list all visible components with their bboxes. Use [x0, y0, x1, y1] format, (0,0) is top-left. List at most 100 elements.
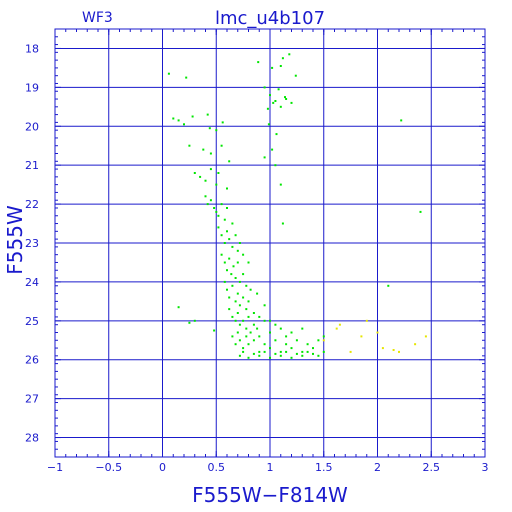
data-point	[167, 72, 170, 75]
data-point	[221, 121, 224, 124]
data-point	[335, 327, 338, 330]
x-tick-label: 3	[482, 461, 489, 474]
data-point	[209, 152, 212, 155]
x-tick-label: 0	[159, 461, 166, 474]
data-point	[281, 57, 284, 60]
data-point	[317, 339, 320, 342]
data-point	[398, 350, 400, 353]
data-point	[234, 277, 237, 279]
data-point	[236, 312, 239, 314]
x-tick-label: −0.5	[95, 461, 122, 474]
data-point	[266, 107, 269, 110]
data-point	[256, 292, 259, 295]
y-tick-label: 19	[25, 81, 39, 94]
data-point	[290, 331, 293, 334]
data-point	[209, 168, 212, 171]
data-point	[306, 350, 309, 353]
data-point	[223, 261, 226, 264]
data-point	[215, 129, 218, 132]
data-point	[419, 210, 422, 213]
data-point	[267, 123, 270, 126]
data-point	[217, 172, 220, 174]
data-point	[279, 105, 282, 108]
y-tick-label: 24	[25, 276, 39, 289]
data-point	[301, 327, 304, 330]
data-point	[274, 164, 277, 167]
data-point	[252, 312, 255, 314]
data-point	[177, 306, 180, 309]
data-point	[400, 119, 403, 122]
data-point	[234, 343, 237, 346]
data-point	[376, 331, 379, 334]
data-point	[183, 123, 185, 126]
data-point	[226, 230, 228, 233]
y-tick-label: 18	[25, 42, 39, 55]
data-point	[217, 214, 220, 217]
data-point	[185, 76, 188, 79]
x-tick-label: −1	[47, 461, 63, 474]
data-point	[230, 273, 233, 276]
data-point	[238, 339, 241, 342]
data-point	[236, 249, 239, 252]
data-point	[188, 321, 191, 324]
data-point	[312, 347, 314, 350]
data-point	[285, 335, 288, 338]
data-point	[252, 323, 255, 326]
data-point	[188, 144, 191, 147]
data-point	[322, 339, 325, 342]
data-point	[252, 352, 255, 355]
data-point	[269, 347, 271, 350]
data-point	[279, 183, 282, 186]
data-point	[247, 356, 250, 359]
data-point	[242, 319, 245, 322]
data-point	[242, 253, 245, 256]
data-point	[269, 331, 271, 334]
data-point	[220, 253, 223, 256]
data-point	[258, 354, 261, 357]
data-point	[226, 269, 228, 272]
data-point	[228, 160, 231, 163]
data-point	[285, 98, 288, 100]
y-tick-label: 20	[25, 120, 39, 133]
x-tick-label: 0.5	[208, 461, 226, 474]
y-tick-label: 27	[25, 393, 39, 406]
data-point	[245, 284, 248, 287]
data-point	[277, 88, 280, 91]
data-point	[306, 343, 309, 346]
data-point	[191, 115, 194, 118]
data-point	[274, 323, 277, 326]
data-point	[271, 66, 274, 69]
y-tick-label: 25	[25, 315, 39, 328]
data-point	[209, 199, 212, 202]
data-point	[424, 335, 427, 338]
data-point	[236, 331, 239, 334]
data-point	[252, 339, 255, 342]
data-point	[199, 175, 202, 178]
data-point	[263, 86, 266, 89]
data-point	[301, 350, 304, 353]
data-point	[279, 65, 282, 67]
y-tick-label: 23	[25, 237, 39, 250]
data-point	[247, 261, 250, 264]
data-point	[206, 203, 209, 206]
data-point	[213, 329, 216, 332]
data-point	[228, 308, 231, 311]
data-point	[312, 352, 314, 355]
data-point	[275, 133, 278, 136]
data-point	[226, 288, 228, 291]
data-point	[193, 172, 196, 174]
data-point	[317, 354, 320, 357]
data-point	[322, 350, 325, 353]
data-point	[274, 339, 277, 342]
data-point	[231, 222, 234, 225]
data-point	[322, 335, 325, 338]
data-point	[223, 242, 226, 244]
data-point	[263, 304, 266, 307]
data-point	[247, 343, 250, 346]
data-point	[295, 339, 298, 342]
data-point	[274, 100, 277, 102]
data-point	[242, 296, 245, 299]
data-point	[223, 280, 226, 283]
data-point	[263, 350, 266, 353]
